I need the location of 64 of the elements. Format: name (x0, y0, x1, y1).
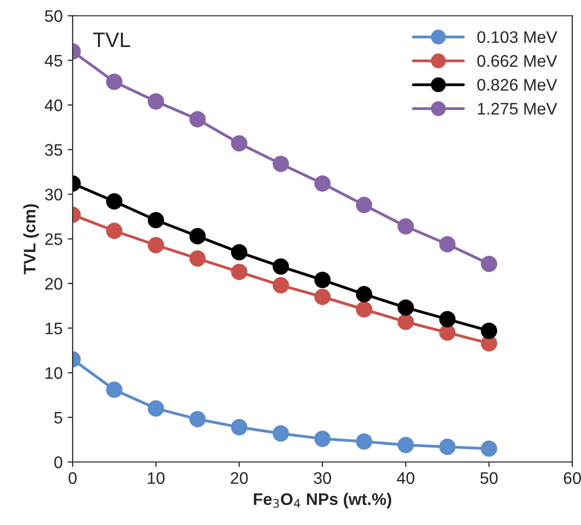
point (356, 301, 372, 318)
x-tick-label: 30 (314, 472, 332, 484)
x-axis-title: Fe$_{3}$O$_{4}$ NPs (wt.%) (254, 492, 392, 508)
point (148, 93, 164, 110)
y-tick-label: 20 (45, 278, 62, 290)
y-tick-label: 0 (54, 456, 62, 468)
point (480, 322, 498, 339)
annotation: TVL (93, 32, 130, 47)
point (272, 425, 289, 442)
point (189, 111, 206, 128)
point (148, 236, 164, 254)
point (356, 433, 372, 450)
point (480, 440, 498, 457)
y-axis-title: TVL (cm) (23, 204, 39, 274)
y-tick-label: 5 (54, 412, 62, 424)
y-tick-label: 15 (46, 322, 62, 334)
x-tick-label: 50 (480, 472, 498, 484)
point (231, 244, 248, 260)
point (272, 156, 289, 172)
point (231, 135, 248, 152)
y-tick-label: 30 (45, 188, 62, 200)
point (231, 264, 248, 280)
point (439, 311, 456, 328)
y-tick-label: 35 (45, 144, 62, 156)
point (314, 175, 331, 192)
point (189, 411, 206, 428)
point (106, 382, 122, 398)
x-tick-label: 40 (396, 472, 414, 484)
point (148, 212, 164, 228)
point (480, 256, 498, 272)
y-tick-label: 25 (45, 233, 62, 246)
x-tick-label: 60 (564, 472, 581, 484)
point (398, 218, 414, 235)
x-tick-label: 10 (148, 472, 165, 484)
y-tick-label: 50 (45, 10, 62, 22)
point (148, 400, 164, 417)
y-tick-label: 40 (44, 99, 62, 112)
point (439, 236, 456, 252)
point (189, 250, 206, 267)
point (439, 324, 456, 341)
point (272, 277, 289, 294)
point (356, 196, 372, 214)
point (398, 299, 414, 316)
legend-label: 0.662 MeV (477, 55, 558, 67)
point (231, 419, 248, 436)
x-tick-label: 20 (230, 472, 248, 484)
y-tick-label: 10 (46, 367, 62, 379)
y-tick-label: 45 (44, 54, 62, 67)
point (398, 436, 414, 454)
point (398, 314, 414, 330)
point (356, 286, 372, 302)
point (314, 288, 331, 306)
point (314, 272, 331, 288)
point (106, 193, 122, 210)
point (439, 438, 456, 455)
point (314, 430, 331, 447)
legend-label: 1.275 MeV (478, 102, 558, 115)
point (272, 258, 289, 275)
legend-label: 0.103 MeV (477, 31, 558, 43)
point (106, 74, 122, 90)
legend-label: 0.826 MeV (477, 78, 558, 91)
point (106, 222, 122, 239)
x-tick-label: 0 (68, 472, 77, 484)
point (189, 228, 206, 244)
